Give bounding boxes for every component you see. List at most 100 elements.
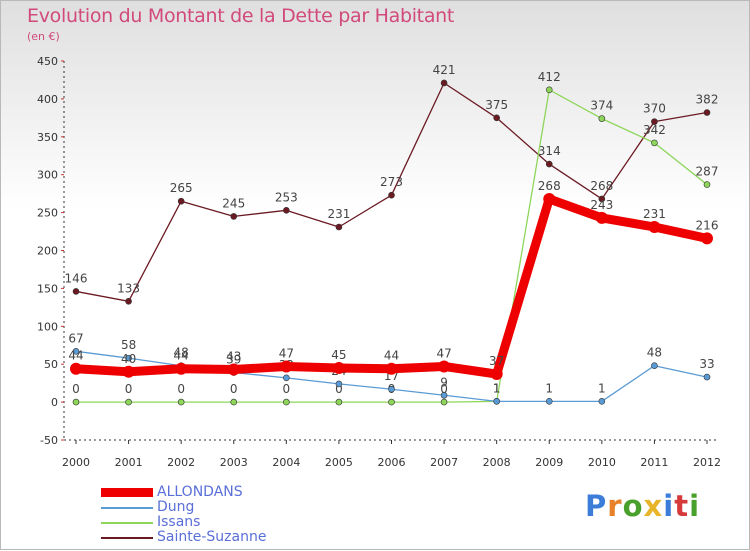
data-point xyxy=(703,373,711,381)
legend-item-sainte-suzanne: Sainte-Suzanne xyxy=(101,529,361,545)
data-point xyxy=(230,213,238,220)
legend-label: ALLONDANS xyxy=(157,484,243,500)
data-point xyxy=(648,221,661,234)
data-point xyxy=(280,360,293,373)
x-tick-label: 2009 xyxy=(535,456,563,469)
y-tick-label: 250 xyxy=(37,207,58,220)
data-point xyxy=(283,374,290,382)
data-label: 39 xyxy=(226,353,241,367)
data-point xyxy=(440,79,448,87)
y-tick-label: 200 xyxy=(37,245,58,258)
data-label: 1 xyxy=(598,381,606,395)
data-point xyxy=(651,118,658,125)
logo-letter: t xyxy=(674,489,690,523)
x-tick-label: 2010 xyxy=(588,456,616,469)
data-label: 268 xyxy=(590,179,613,193)
data-point xyxy=(230,398,238,406)
data-point xyxy=(388,398,395,406)
data-point xyxy=(125,398,132,406)
x-tick-label: 2007 xyxy=(430,456,458,469)
logo-letter: i xyxy=(689,489,701,523)
y-tick-label: 350 xyxy=(37,131,58,144)
data-point xyxy=(701,232,713,245)
legend-swatch xyxy=(101,522,153,524)
data-label: 37 xyxy=(489,354,504,368)
data-point xyxy=(72,348,80,355)
data-label: 0 xyxy=(72,382,80,396)
data-point xyxy=(438,360,451,373)
data-point xyxy=(440,398,448,406)
x-tick-label: 2011 xyxy=(640,456,668,469)
y-tick-label: -50 xyxy=(40,434,58,447)
data-point xyxy=(177,398,185,406)
data-label: 1 xyxy=(493,381,501,395)
data-label: 48 xyxy=(174,346,189,360)
data-point xyxy=(490,368,503,381)
data-label: 0 xyxy=(230,382,238,396)
data-point xyxy=(703,181,711,188)
y-tick-label: 100 xyxy=(37,320,58,333)
data-label: 45 xyxy=(331,348,346,362)
data-label: 314 xyxy=(538,144,561,158)
data-label: 1 xyxy=(545,381,553,395)
data-label: 375 xyxy=(485,98,508,112)
data-point xyxy=(385,362,398,375)
y-tick-label: 400 xyxy=(37,93,58,106)
data-label: 44 xyxy=(384,349,399,363)
data-label: 0 xyxy=(125,382,133,396)
data-label: 287 xyxy=(696,165,719,179)
logo-letter: o xyxy=(622,489,644,523)
data-label: 40 xyxy=(121,352,136,366)
data-label: 0 xyxy=(335,382,343,396)
x-tick-label: 2004 xyxy=(272,456,300,469)
data-label: 67 xyxy=(68,331,83,345)
data-point xyxy=(335,398,343,406)
data-point xyxy=(545,398,553,405)
data-label: 44 xyxy=(174,349,189,363)
x-tick-label: 2006 xyxy=(378,456,406,469)
data-label: 370 xyxy=(643,102,666,116)
y-tick-label: 0 xyxy=(51,396,58,409)
data-point xyxy=(122,365,135,378)
data-point xyxy=(598,115,606,122)
data-point xyxy=(703,109,711,116)
data-label: 133 xyxy=(117,281,140,295)
data-point xyxy=(598,398,606,405)
legend-item-dung: Dung xyxy=(101,499,361,515)
data-label: 43 xyxy=(226,350,241,364)
logo-letter: x xyxy=(643,489,664,523)
legend-item-allondans: ALLONDANS xyxy=(101,484,361,500)
data-point xyxy=(543,192,556,205)
data-point xyxy=(72,288,80,295)
data-label: 382 xyxy=(696,93,719,107)
data-label: 243 xyxy=(590,198,613,212)
data-point xyxy=(651,362,658,370)
data-point xyxy=(651,139,658,147)
data-label: 342 xyxy=(643,123,666,137)
y-tick-label: 300 xyxy=(37,169,58,182)
data-point xyxy=(227,363,240,376)
data-label: 0 xyxy=(177,382,185,396)
x-tick-label: 2002 xyxy=(167,456,195,469)
legend-swatch xyxy=(101,488,153,497)
y-tick-label: 450 xyxy=(37,55,58,68)
legend-label: Issans xyxy=(157,514,201,530)
logo-letter: r xyxy=(607,489,623,523)
data-point xyxy=(545,160,553,168)
data-point xyxy=(125,354,132,362)
data-point xyxy=(595,211,608,224)
data-label: 216 xyxy=(696,218,719,232)
legend: ALLONDANS Dung Issans Sainte-Suzanne xyxy=(101,484,361,545)
legend-swatch xyxy=(101,507,153,509)
data-point xyxy=(440,391,448,399)
data-label: 231 xyxy=(643,207,666,221)
y-tick-label: 50 xyxy=(44,358,58,371)
data-label: 47 xyxy=(436,346,451,360)
data-label: 231 xyxy=(327,207,350,221)
data-point xyxy=(335,380,343,388)
logo-letter: i xyxy=(663,489,675,523)
data-point xyxy=(545,86,553,94)
data-label: 47 xyxy=(279,346,294,360)
